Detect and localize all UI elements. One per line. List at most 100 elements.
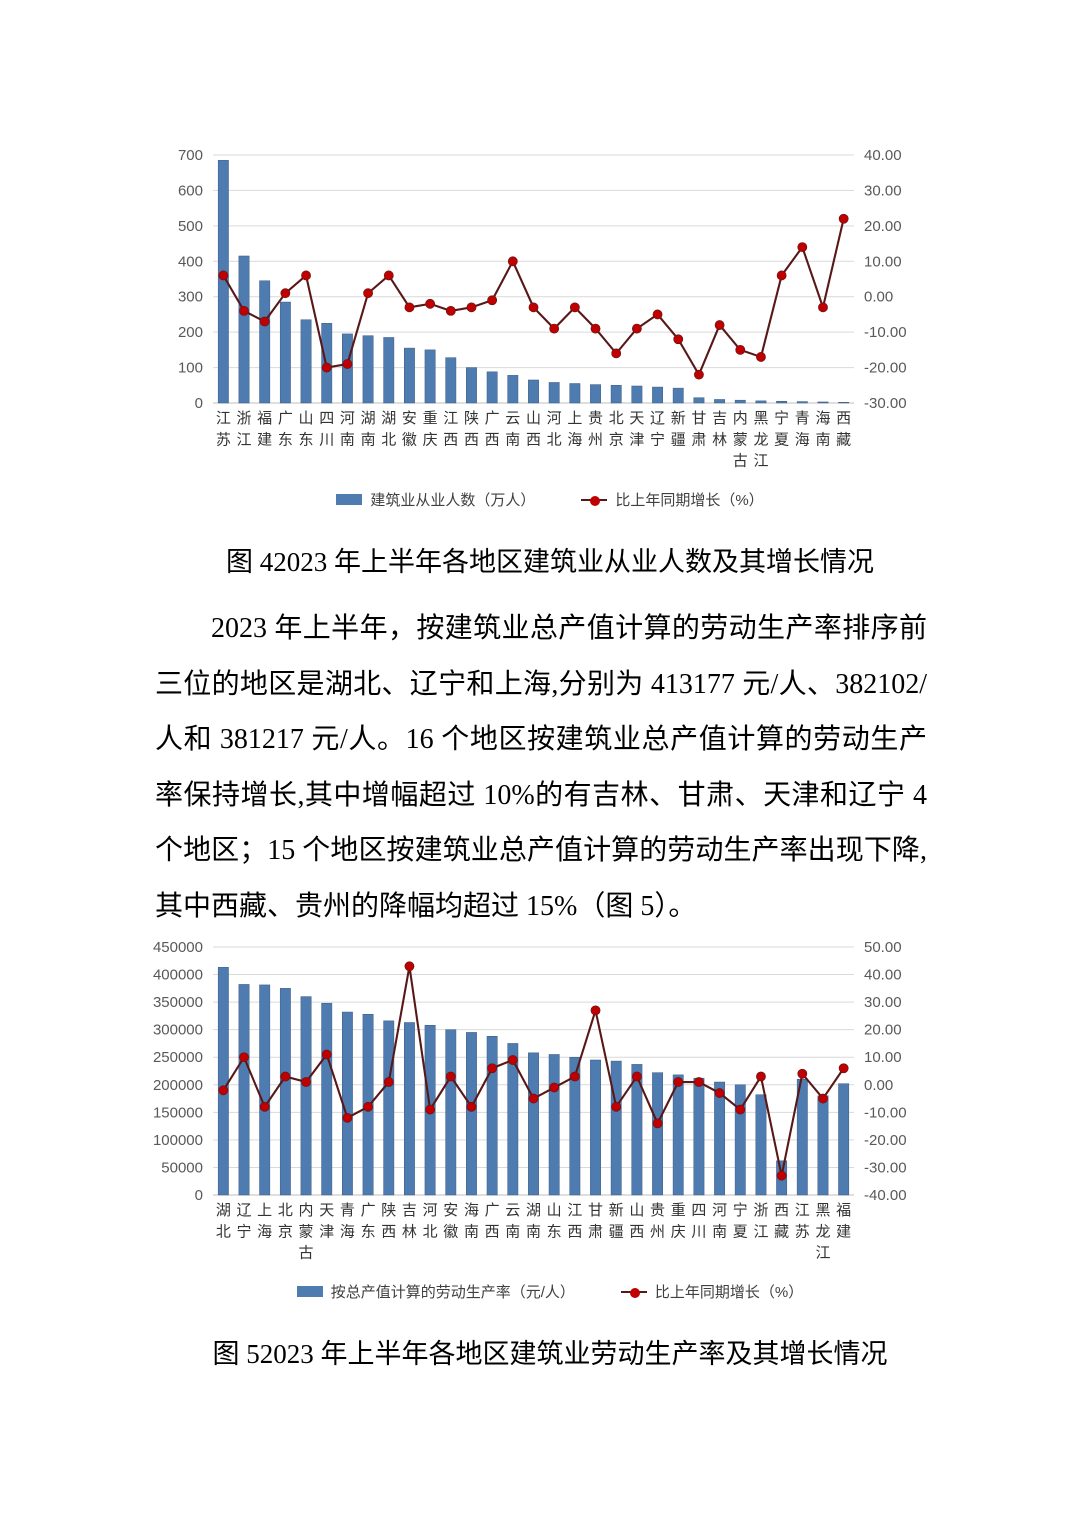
svg-text:肃: 肃 — [588, 1223, 603, 1240]
svg-text:徽: 徽 — [443, 1223, 458, 1240]
svg-text:东: 东 — [299, 431, 314, 448]
svg-text:京: 京 — [609, 431, 624, 448]
svg-text:北: 北 — [278, 1202, 293, 1219]
svg-text:辽: 辽 — [650, 410, 665, 427]
svg-text:西: 西 — [485, 1223, 500, 1240]
svg-text:山: 山 — [299, 410, 314, 427]
svg-text:西: 西 — [629, 1223, 644, 1240]
svg-text:-20.00: -20.00 — [864, 360, 907, 377]
svg-text:龙: 龙 — [753, 431, 768, 448]
svg-text:蒙: 蒙 — [299, 1223, 314, 1240]
svg-text:-30.00: -30.00 — [864, 1159, 907, 1176]
svg-text:150000: 150000 — [153, 1104, 203, 1121]
svg-text:南: 南 — [464, 1223, 479, 1240]
svg-text:-40.00: -40.00 — [864, 1187, 907, 1204]
svg-text:西: 西 — [464, 431, 479, 448]
svg-text:林: 林 — [712, 431, 727, 448]
svg-text:西: 西 — [836, 410, 851, 427]
svg-text:南: 南 — [505, 431, 520, 448]
svg-text:黑: 黑 — [753, 410, 768, 427]
svg-text:云: 云 — [505, 410, 520, 427]
svg-text:500: 500 — [178, 218, 203, 235]
svg-text:700: 700 — [178, 148, 203, 164]
svg-text:宁: 宁 — [733, 1202, 748, 1219]
svg-text:天: 天 — [629, 410, 644, 427]
svg-text:夏: 夏 — [774, 431, 789, 448]
svg-text:南: 南 — [712, 1223, 727, 1240]
svg-text:南: 南 — [340, 431, 355, 448]
svg-text:海: 海 — [340, 1223, 355, 1240]
svg-text:350000: 350000 — [153, 994, 203, 1011]
svg-text:40.00: 40.00 — [864, 967, 902, 984]
svg-text:南: 南 — [815, 431, 830, 448]
svg-text:30.00: 30.00 — [864, 994, 902, 1011]
svg-text:100: 100 — [178, 360, 203, 377]
svg-text:重: 重 — [671, 1202, 686, 1219]
svg-text:青: 青 — [340, 1202, 355, 1219]
svg-text:辽: 辽 — [237, 1202, 252, 1219]
svg-text:海: 海 — [795, 431, 810, 448]
svg-text:宁: 宁 — [237, 1223, 252, 1240]
svg-text:宁: 宁 — [774, 410, 789, 427]
svg-text:州: 州 — [588, 431, 603, 448]
svg-text:250000: 250000 — [153, 1049, 203, 1066]
svg-text:北: 北 — [547, 431, 562, 448]
svg-text:内: 内 — [733, 410, 748, 427]
svg-text:西: 西 — [774, 1202, 789, 1219]
svg-text:吉: 吉 — [712, 410, 727, 427]
svg-text:山: 山 — [629, 1202, 644, 1219]
svg-text:海: 海 — [567, 431, 582, 448]
svg-text:湖: 湖 — [361, 410, 376, 427]
svg-text:苏: 苏 — [216, 431, 231, 448]
svg-text:上: 上 — [257, 1202, 272, 1219]
svg-text:藏: 藏 — [774, 1223, 789, 1240]
svg-text:山: 山 — [547, 1202, 562, 1219]
svg-text:京: 京 — [278, 1223, 293, 1240]
svg-text:津: 津 — [319, 1223, 334, 1240]
svg-text:庆: 庆 — [671, 1223, 686, 1240]
svg-text:海: 海 — [257, 1223, 272, 1240]
svg-text:徽: 徽 — [402, 431, 417, 448]
svg-text:30.00: 30.00 — [864, 182, 902, 199]
svg-text:100000: 100000 — [153, 1132, 203, 1149]
svg-text:50.00: 50.00 — [864, 940, 902, 956]
svg-text:黑: 黑 — [815, 1202, 830, 1219]
svg-text:-20.00: -20.00 — [864, 1132, 907, 1149]
svg-text:20.00: 20.00 — [864, 1022, 902, 1039]
svg-text:甘: 甘 — [588, 1202, 603, 1219]
svg-text:林: 林 — [402, 1223, 417, 1240]
svg-text:江: 江 — [795, 1202, 810, 1219]
svg-text:浙: 浙 — [753, 1202, 768, 1219]
svg-text:-10.00: -10.00 — [864, 324, 907, 341]
svg-text:西: 西 — [443, 431, 458, 448]
svg-text:西: 西 — [485, 431, 500, 448]
svg-text:蒙: 蒙 — [733, 431, 748, 448]
svg-text:古: 古 — [299, 1245, 314, 1262]
svg-text:河: 河 — [423, 1202, 438, 1219]
svg-text:江: 江 — [753, 453, 768, 470]
svg-text:400000: 400000 — [153, 967, 203, 984]
svg-text:东: 东 — [361, 1223, 376, 1240]
svg-text:南: 南 — [526, 1223, 541, 1240]
svg-text:疆: 疆 — [671, 431, 686, 448]
svg-text:广: 广 — [278, 410, 293, 427]
svg-text:陕: 陕 — [381, 1202, 396, 1219]
svg-text:疆: 疆 — [609, 1223, 624, 1240]
svg-text:河: 河 — [712, 1202, 727, 1219]
svg-text:藏: 藏 — [836, 431, 851, 448]
svg-text:安: 安 — [443, 1202, 458, 1219]
svg-text:200000: 200000 — [153, 1077, 203, 1094]
svg-text:陕: 陕 — [464, 410, 479, 427]
svg-text:内: 内 — [299, 1202, 314, 1219]
svg-text:海: 海 — [464, 1202, 479, 1219]
svg-text:0: 0 — [195, 395, 203, 412]
svg-text:40.00: 40.00 — [864, 148, 902, 164]
svg-text:0: 0 — [195, 1187, 203, 1204]
svg-text:山: 山 — [526, 410, 541, 427]
svg-text:-30.00: -30.00 — [864, 395, 907, 412]
svg-text:20.00: 20.00 — [864, 218, 902, 235]
svg-text:川: 川 — [691, 1223, 706, 1240]
svg-text:西: 西 — [381, 1223, 396, 1240]
svg-text:广: 广 — [361, 1202, 376, 1219]
svg-text:江: 江 — [443, 410, 458, 427]
